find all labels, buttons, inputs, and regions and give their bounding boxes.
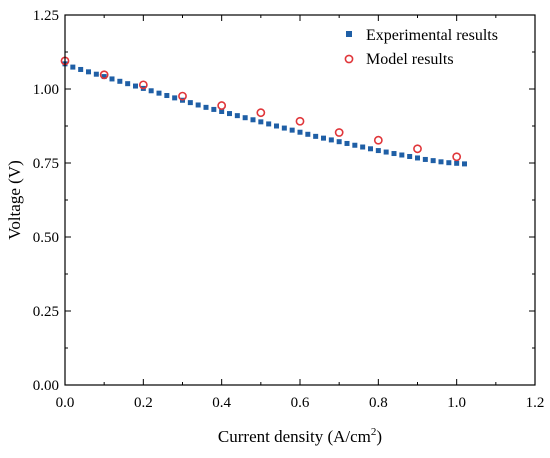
experimental-point bbox=[86, 69, 91, 75]
experimental-point bbox=[211, 106, 217, 112]
experimental-point bbox=[109, 76, 115, 82]
experimental-point bbox=[368, 146, 373, 152]
axis-ticks: 0.0 0.2 0.4 0.6 0.8 1.0 1.2 0.00 0.25 0.50 0.75 1.0… bbox=[33, 8, 545, 411]
legend-label-model: Model results bbox=[366, 51, 454, 68]
y-tick-label: 0.50 bbox=[33, 230, 59, 246]
x-tick-label: 0.6 bbox=[291, 395, 310, 411]
experimental-point bbox=[399, 152, 405, 158]
x-axis-label: Current density (A/cm2) bbox=[218, 426, 382, 446]
model-point bbox=[217, 101, 227, 110]
experimental-point bbox=[344, 140, 350, 146]
experimental-point bbox=[415, 155, 420, 161]
experimental-point bbox=[352, 142, 358, 148]
data-marks bbox=[60, 56, 467, 167]
experimental-point bbox=[430, 158, 436, 164]
experimental-point bbox=[336, 139, 342, 145]
x-tick-label: 0.4 bbox=[212, 395, 231, 411]
experimental-point bbox=[328, 137, 334, 143]
experimental-point bbox=[101, 74, 107, 80]
y-tick-label: 0.75 bbox=[33, 156, 59, 172]
experimental-point bbox=[195, 102, 201, 108]
experimental-point bbox=[242, 115, 248, 121]
y-tick-label: 0.25 bbox=[33, 304, 59, 320]
y-tick-label: 1.00 bbox=[33, 82, 59, 98]
experimental-point bbox=[203, 104, 209, 110]
experimental-point bbox=[250, 117, 256, 123]
model-point bbox=[295, 116, 305, 126]
experimental-point bbox=[281, 125, 287, 131]
x-axis-label-superscript: 2 bbox=[371, 426, 377, 438]
x-axis-label-main: Current density (A/cm bbox=[218, 427, 371, 446]
experimental-point bbox=[164, 93, 170, 99]
experimental-point bbox=[274, 123, 279, 129]
model-point bbox=[452, 152, 462, 162]
x-axis-label-end: ) bbox=[376, 427, 382, 446]
legend: Experimental results Model results bbox=[344, 27, 498, 68]
experimental-point bbox=[383, 149, 389, 155]
model-point bbox=[413, 144, 422, 154]
experimental-point bbox=[375, 148, 381, 154]
x-tick-label: 1.2 bbox=[526, 395, 545, 411]
x-tick-label: 0.8 bbox=[369, 395, 388, 411]
experimental-point bbox=[172, 95, 178, 101]
experimental-point bbox=[234, 113, 240, 119]
legend-marker-experimental bbox=[346, 31, 352, 37]
model-point bbox=[138, 80, 148, 90]
experimental-point bbox=[297, 129, 303, 135]
x-tick-label: 1.0 bbox=[447, 395, 466, 411]
experimental-point bbox=[219, 108, 225, 114]
experimental-point bbox=[78, 66, 84, 72]
model-point bbox=[178, 91, 187, 101]
legend-marker-model bbox=[344, 54, 354, 64]
experimental-point bbox=[313, 133, 319, 139]
experimental-point bbox=[407, 153, 413, 159]
experimental-point bbox=[156, 90, 162, 96]
experimental-point bbox=[117, 78, 123, 84]
experimental-point bbox=[321, 135, 326, 141]
y-tick-label: 1.25 bbox=[33, 8, 59, 24]
plot-frame bbox=[64, 14, 536, 386]
experimental-point bbox=[70, 64, 76, 70]
legend-label-experimental: Experimental results bbox=[366, 27, 498, 44]
experimental-point bbox=[187, 100, 193, 106]
experimental-point bbox=[438, 159, 444, 165]
y-axis-label: Voltage (V) bbox=[5, 160, 24, 239]
model-point bbox=[373, 135, 383, 145]
experimental-point bbox=[305, 131, 311, 137]
experimental-point bbox=[289, 127, 295, 133]
experimental-point bbox=[360, 144, 366, 150]
x-tick-label: 0.2 bbox=[134, 395, 153, 411]
experimental-point bbox=[148, 88, 154, 94]
experimental-point bbox=[227, 111, 232, 117]
experimental-point bbox=[258, 119, 264, 125]
model-point bbox=[99, 70, 109, 80]
experimental-point bbox=[133, 83, 138, 89]
experimental-point bbox=[446, 160, 452, 166]
model-point bbox=[256, 108, 266, 118]
experimental-point bbox=[266, 121, 272, 127]
experimental-point bbox=[422, 156, 428, 162]
experimental-point bbox=[93, 71, 99, 77]
experimental-point bbox=[391, 151, 397, 157]
y-tick-label: 0.00 bbox=[33, 378, 59, 394]
model-point bbox=[334, 128, 344, 137]
experimental-point bbox=[462, 161, 467, 167]
experimental-point bbox=[125, 81, 131, 87]
experimental-point bbox=[454, 160, 460, 166]
x-tick-label: 0.0 bbox=[56, 395, 75, 411]
